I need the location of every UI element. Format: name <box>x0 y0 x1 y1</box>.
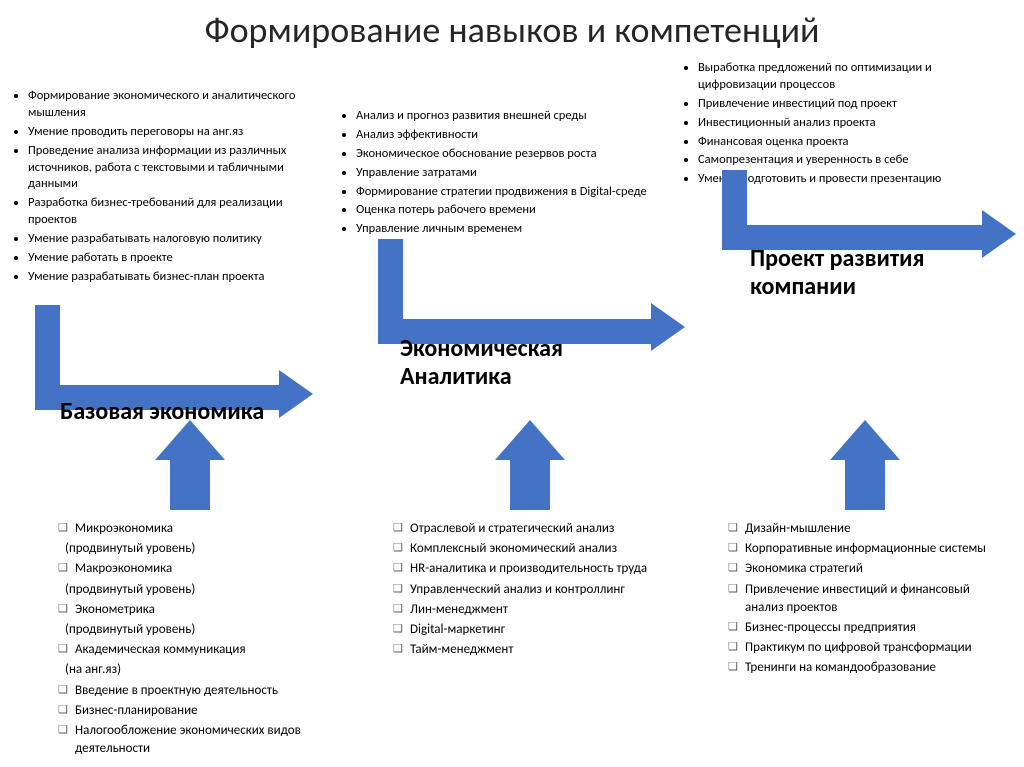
course-item: Практикум по цифровой трансформации <box>725 639 1000 657</box>
skill-item: Экономическое обоснование резервов роста <box>356 146 648 163</box>
skills-list-basic: Формирование экономического и аналитичес… <box>10 88 300 288</box>
skill-item: Анализ эффективности <box>356 127 648 144</box>
course-item: Лин-менеджмент <box>390 601 650 619</box>
skill-item: Самопрезентация и уверенность в себе <box>698 152 1010 169</box>
skill-item: Проведение анализа информации из различн… <box>28 143 300 194</box>
course-item: Бизнес-планирование <box>55 702 335 720</box>
course-item-sub: (продвинутый уровень) <box>55 581 335 599</box>
course-item: Привлечение инвестиций и финансовый анал… <box>725 581 1000 617</box>
l-shape-1-v <box>35 305 60 385</box>
skill-item: Умение работать в проекте <box>28 250 300 267</box>
course-item: Тайм-менеджмент <box>390 641 650 659</box>
course-item: Налогообложение экономических видов деят… <box>55 722 335 758</box>
skill-item: Оценка потерь рабочего времени <box>356 202 648 219</box>
course-item: Эконометрика <box>55 601 335 619</box>
course-item: Комплексный экономический анализ <box>390 540 650 558</box>
level-title-analytics: Экономическая Аналитика <box>400 335 660 390</box>
skill-item: Умение разрабатывать налоговую политику <box>28 231 300 248</box>
skill-item: Выработка предложений по оптимизации и ц… <box>698 60 1010 94</box>
skill-item: Инвестиционный анализ проекта <box>698 115 1010 132</box>
course-item: Академическая коммуникация <box>55 641 335 659</box>
skill-item: Разработка бизнес-требований для реализа… <box>28 195 300 229</box>
l-shape-1-arrowhead <box>279 370 313 418</box>
skills-list-analytics: Анализ и прогноз развития внешней среды А… <box>338 108 648 240</box>
course-item: Бизнес-процессы предприятия <box>725 619 1000 637</box>
skill-item: Формирование экономического и аналитичес… <box>28 88 300 122</box>
course-item: Корпоративные информационные системы <box>725 540 1000 558</box>
course-item: Экономика стратегий <box>725 560 1000 578</box>
courses-list-analytics: Отраслевой и стратегический анализ Компле… <box>390 520 650 661</box>
l-shape-2-v <box>378 239 403 319</box>
skill-item: Привлечение инвестиций под проект <box>698 96 1010 113</box>
courses-list-project: Дизайн-мышление Корпоративные информацион… <box>725 520 1000 680</box>
l-shape-3-v <box>722 170 747 225</box>
skill-item: Управление личным временем <box>356 221 648 238</box>
skill-item: Умение разрабатывать бизнес-план проекта <box>28 269 300 286</box>
skill-item: Финансовая оценка проекта <box>698 134 1010 151</box>
up-arrow-analytics <box>495 420 565 510</box>
up-arrow-basic <box>155 420 225 510</box>
course-item-sub: (на анг.яз) <box>55 661 335 679</box>
skill-item: Управление затратами <box>356 165 648 182</box>
course-item: Digital-маркетинг <box>390 621 650 639</box>
course-item: Микроэкономика <box>55 520 335 538</box>
course-item: HR-аналитика и производительность труда <box>390 560 650 578</box>
courses-list-basic: Микроэкономика (продвинутый уровень) Макро… <box>55 520 335 760</box>
course-item: Управленческий анализ и контроллинг <box>390 581 650 599</box>
course-item: Макроэкономика <box>55 560 335 578</box>
skill-item: Анализ и прогноз развития внешней среды <box>356 108 648 125</box>
level-title-project: Проект развития компании <box>750 245 990 300</box>
page-title: Формирование навыков и компетенций <box>0 8 1024 52</box>
course-item: Дизайн-мышление <box>725 520 1000 538</box>
course-item: Тренинги на командообразование <box>725 659 1000 677</box>
course-item-sub: (продвинутый уровень) <box>55 621 335 639</box>
up-arrow-project <box>830 420 900 510</box>
course-item: Отраслевой и стратегический анализ <box>390 520 650 538</box>
course-item-sub: (продвинутый уровень) <box>55 540 335 558</box>
course-item: Введение в проектную деятельность <box>55 682 335 700</box>
skill-item: Умение проводить переговоры на анг.яз <box>28 124 300 141</box>
skill-item: Формирование стратегии продвижения в Dig… <box>356 184 648 201</box>
